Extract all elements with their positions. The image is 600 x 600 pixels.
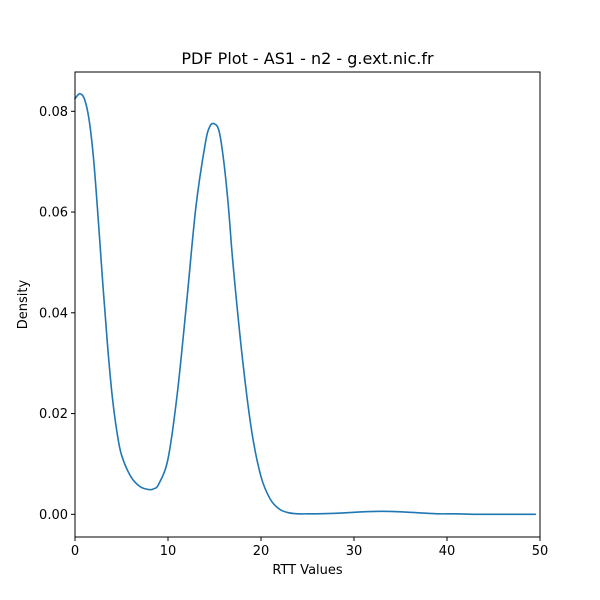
density-line-0	[74, 92, 537, 516]
y-tick-label: 0.04	[39, 306, 68, 321]
y-tick-label: 0.08	[39, 105, 68, 120]
plot-area: 0 10 20 30 40 50 0.00 0.02 0.04 0.06 0.08	[39, 71, 549, 559]
x-tick-label: 0	[71, 544, 79, 559]
y-tick-label: 0.02	[39, 407, 68, 422]
x-tick-label: 10	[160, 544, 177, 559]
x-tick-label: 20	[253, 544, 270, 559]
chart-title: PDF Plot - AS1 - n2 - g.ext.nic.fr	[181, 49, 434, 68]
plot-frame	[74, 71, 541, 538]
y-axis-label: Density	[16, 279, 31, 329]
x-axis-label: RTT Values	[272, 563, 343, 578]
x-tick-label: 50	[532, 544, 549, 559]
x-tick-label: 30	[346, 544, 363, 559]
x-tick-label: 40	[439, 544, 456, 559]
y-tick-label: 0.06	[39, 206, 68, 221]
y-tick-label: 0.00	[39, 508, 68, 523]
